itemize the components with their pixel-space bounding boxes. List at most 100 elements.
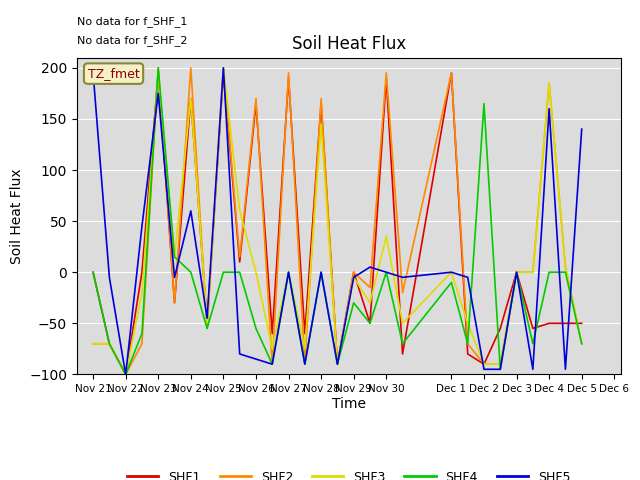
- SHF5: [480, 366, 488, 372]
- SHF1: [122, 372, 129, 377]
- SHF3: [154, 70, 162, 76]
- SHF1: [529, 325, 537, 331]
- SHF1: [171, 300, 179, 306]
- SHF3: [204, 321, 211, 326]
- SHF2: [301, 361, 308, 367]
- SHF1: [561, 321, 569, 326]
- SHF4: [480, 101, 488, 107]
- SHF5: [529, 366, 537, 372]
- SHF4: [252, 325, 260, 331]
- Text: No data for f_SHF_1: No data for f_SHF_1: [77, 16, 187, 27]
- SHF5: [447, 269, 455, 275]
- SHF4: [399, 341, 406, 347]
- SHF5: [497, 366, 504, 372]
- SHF4: [578, 341, 586, 347]
- SHF1: [333, 361, 341, 367]
- SHF2: [383, 70, 390, 76]
- SHF1: [89, 269, 97, 275]
- SHF3: [333, 361, 341, 367]
- SHF2: [171, 300, 179, 306]
- SHF1: [317, 101, 325, 107]
- SHF3: [350, 275, 358, 280]
- SHF3: [301, 346, 308, 352]
- SHF5: [285, 269, 292, 275]
- SHF3: [447, 269, 455, 275]
- SHF5: [138, 223, 146, 229]
- SHF1: [252, 101, 260, 107]
- SHF3: [545, 80, 553, 86]
- SHF2: [333, 361, 341, 367]
- SHF3: [529, 269, 537, 275]
- SHF5: [122, 372, 129, 377]
- SHF4: [220, 269, 227, 275]
- SHF5: [333, 361, 341, 367]
- SHF4: [187, 269, 195, 275]
- SHF4: [447, 279, 455, 285]
- SHF1: [545, 321, 553, 326]
- Line: SHF2: SHF2: [93, 68, 582, 374]
- Line: SHF4: SHF4: [93, 68, 582, 374]
- SHF2: [220, 65, 227, 71]
- SHF1: [399, 351, 406, 357]
- SHF2: [138, 341, 146, 347]
- SHF5: [383, 269, 390, 275]
- SHF1: [138, 269, 146, 275]
- SHF1: [220, 70, 227, 76]
- Text: No data for f_SHF_2: No data for f_SHF_2: [77, 36, 188, 47]
- SHF5: [561, 366, 569, 372]
- SHF1: [204, 321, 211, 326]
- SHF5: [204, 315, 211, 321]
- Text: TZ_fmet: TZ_fmet: [88, 67, 140, 80]
- SHF2: [252, 96, 260, 101]
- SHF4: [89, 269, 97, 275]
- SHF3: [464, 321, 472, 326]
- SHF2: [366, 285, 374, 290]
- SHF1: [268, 331, 276, 336]
- SHF2: [204, 325, 211, 331]
- SHF4: [497, 366, 504, 372]
- SHF5: [252, 356, 260, 362]
- SHF4: [350, 300, 358, 306]
- SHF3: [268, 346, 276, 352]
- SHF5: [154, 91, 162, 96]
- SHF3: [138, 290, 146, 296]
- SHF4: [285, 269, 292, 275]
- SHF2: [236, 254, 243, 260]
- SHF1: [285, 75, 292, 81]
- SHF5: [399, 275, 406, 280]
- SHF2: [154, 65, 162, 71]
- SHF3: [236, 208, 243, 214]
- SHF5: [268, 361, 276, 367]
- X-axis label: Time: Time: [332, 397, 366, 411]
- Y-axis label: Soil Heat Flux: Soil Heat Flux: [10, 168, 24, 264]
- SHF4: [236, 269, 243, 275]
- SHF4: [154, 65, 162, 71]
- SHF3: [106, 341, 113, 347]
- SHF4: [204, 325, 211, 331]
- SHF3: [252, 269, 260, 275]
- SHF2: [480, 361, 488, 367]
- SHF4: [366, 321, 374, 326]
- SHF4: [138, 331, 146, 336]
- SHF1: [513, 269, 520, 275]
- SHF5: [106, 275, 113, 280]
- SHF5: [220, 65, 227, 71]
- SHF1: [366, 321, 374, 326]
- SHF3: [578, 341, 586, 347]
- SHF3: [480, 361, 488, 367]
- SHF5: [366, 264, 374, 270]
- SHF2: [89, 341, 97, 347]
- SHF4: [545, 269, 553, 275]
- SHF5: [187, 208, 195, 214]
- SHF4: [333, 361, 341, 367]
- SHF1: [154, 70, 162, 76]
- SHF2: [545, 80, 553, 86]
- SHF2: [578, 341, 586, 347]
- SHF3: [122, 372, 129, 377]
- SHF4: [301, 361, 308, 367]
- SHF2: [268, 361, 276, 367]
- SHF2: [350, 269, 358, 275]
- SHF2: [497, 361, 504, 367]
- Line: SHF3: SHF3: [93, 68, 582, 374]
- SHF2: [529, 269, 537, 275]
